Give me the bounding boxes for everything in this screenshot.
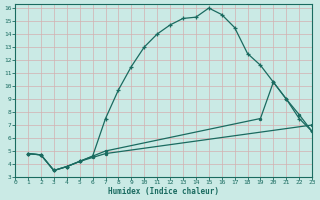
- X-axis label: Humidex (Indice chaleur): Humidex (Indice chaleur): [108, 187, 219, 196]
